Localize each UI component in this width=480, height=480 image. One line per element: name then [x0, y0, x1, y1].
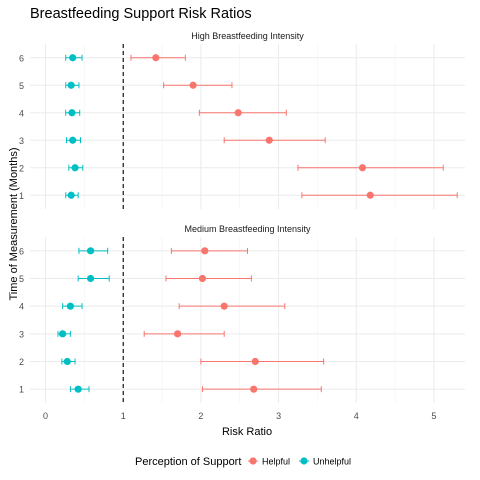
series-unhelpful [57, 247, 110, 393]
data-point [250, 385, 258, 393]
data-point [71, 164, 79, 172]
data-point [152, 54, 160, 62]
series-helpful [130, 54, 458, 199]
data-point [69, 136, 77, 144]
x-axis-label: Risk Ratio [222, 426, 272, 438]
data-point [201, 247, 209, 255]
series-unhelpful [65, 54, 84, 199]
y-tick-label: 3 [19, 136, 24, 146]
legend-key-point [249, 457, 257, 465]
data-point [173, 330, 182, 338]
panel-1: High Breastfeeding Intensity 1 2 3 4 5 6 [19, 31, 465, 209]
legend-label: Unhelpful [313, 457, 351, 467]
y-tick-label: 2 [19, 163, 24, 173]
y-tick-label: 3 [19, 329, 24, 339]
y-tick-label: 2 [19, 357, 24, 367]
x-tick-label: 1 [121, 411, 126, 421]
data-point [86, 274, 95, 283]
legend-item-helpful: Helpful [248, 457, 290, 467]
y-tick-label: 5 [19, 274, 24, 284]
y-tick-label: 1 [19, 191, 24, 201]
chart-title: Breastfeeding Support Risk Ratios [30, 6, 252, 22]
series-helpful [143, 247, 325, 393]
panel-title: Medium Breastfeeding Intensity [184, 224, 311, 234]
data-point [68, 109, 76, 117]
x-tick-label: 5 [431, 411, 436, 421]
data-point [67, 81, 75, 89]
panel-2: Medium Breastfeeding Intensity 1 2 3 4 5 6 [19, 224, 465, 403]
data-point [198, 274, 207, 283]
legend: Perception of Support Helpful Unhelpful [135, 456, 351, 468]
data-point [234, 109, 242, 117]
data-point [66, 302, 74, 310]
legend-key-point [300, 457, 308, 465]
data-point [265, 136, 273, 144]
facet-panels: High Breastfeeding Intensity123456Medium… [19, 31, 465, 403]
y-tick-label: 6 [19, 246, 24, 256]
data-point [220, 302, 228, 310]
y-tick-label: 4 [19, 108, 24, 118]
y-tick-label: 1 [19, 385, 24, 395]
legend-item-unhelpful: Unhelpful [299, 457, 351, 467]
data-point [358, 164, 367, 172]
x-tick-label: 4 [354, 411, 359, 421]
data-point [74, 385, 82, 393]
data-point [63, 357, 71, 366]
x-axis-ticks: 0 1 2 3 4 5 [43, 411, 436, 421]
legend-label: Helpful [262, 457, 290, 467]
x-tick-label: 3 [276, 411, 281, 421]
data-point [69, 54, 77, 62]
data-point [59, 330, 67, 338]
y-tick-label: 6 [19, 53, 24, 63]
data-point [251, 357, 259, 366]
x-tick-label: 2 [198, 411, 203, 421]
y-tick-label: 5 [19, 81, 24, 91]
data-point [67, 191, 75, 199]
data-point [366, 191, 374, 199]
y-tick-label: 4 [19, 302, 24, 312]
data-point [86, 247, 95, 255]
y-axis-label: Time of Measurement (Months) [8, 147, 20, 300]
legend-title: Perception of Support [135, 456, 241, 468]
x-tick-label: 0 [43, 411, 48, 421]
panel-title: High Breastfeeding Intensity [191, 31, 304, 41]
data-point [189, 81, 197, 89]
